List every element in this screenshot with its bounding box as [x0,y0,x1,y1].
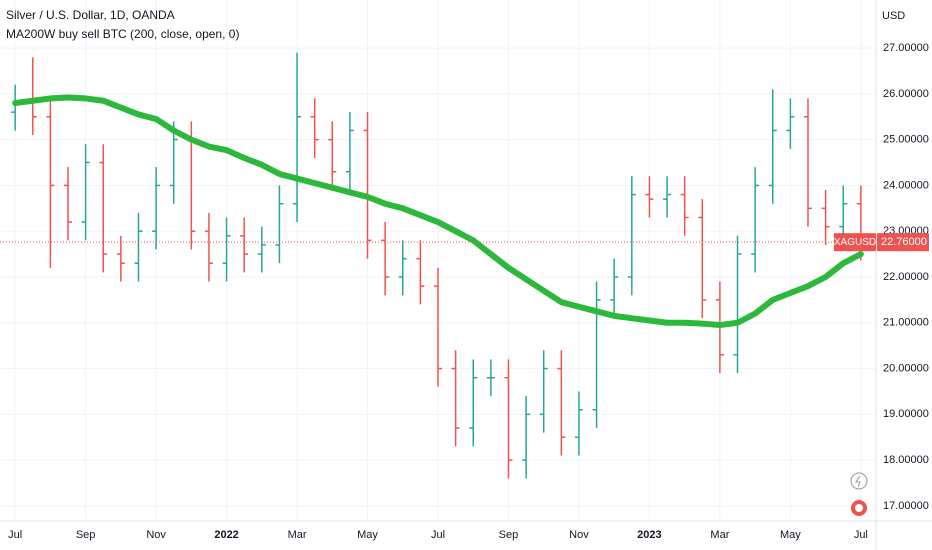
price-bar [222,217,231,282]
x-tick-label: 2023 [637,529,661,541]
price-bar [381,222,390,296]
price-bar [293,52,302,223]
price-bar [610,258,619,319]
price-bar [504,359,513,479]
price-bar [627,176,636,296]
x-tick-label: Sep [76,529,96,541]
price-bar [99,144,108,273]
price-bar [116,235,125,282]
price-bar [46,98,55,268]
alert-icon[interactable] [850,472,868,490]
x-tick-label: Nov [569,529,589,541]
price-bar [698,199,707,319]
indicator-legend: MA200W buy sell BTC (200, close, open, 0… [6,27,239,41]
price-bar [152,167,161,250]
symbol-label: XAGUSD [834,237,876,248]
price-bar [768,89,777,204]
price-bar [134,212,143,282]
last-price-label: 22.76000 [881,236,927,248]
alert-icon-bolt [855,475,861,488]
x-tick-label: 2022 [214,529,238,541]
x-tick-label: Mar [710,529,729,541]
price-bar [574,391,583,456]
price-bar [204,212,213,282]
price-bar [663,176,672,218]
price-bar [64,167,73,241]
x-tick-label: Sep [499,529,519,541]
last-price-tag [877,233,929,252]
y-tick-label: 18.00000 [883,454,929,466]
x-tick-label: Jul [8,529,22,541]
symbol-tag [834,233,876,252]
x-tick-label: Nov [146,529,166,541]
price-bar [469,359,478,447]
plot-area [0,0,876,521]
price-bar [821,189,830,245]
price-bar [398,240,407,296]
price-bar [522,396,531,479]
price-bar [310,98,319,158]
price-bar [557,350,566,456]
price-bar [240,217,249,273]
x-tick-label: Mar [288,529,307,541]
price-bar [751,167,760,273]
price-bar [328,121,337,190]
price-bar [786,98,795,149]
news-icon-inner [855,504,863,512]
price-bar [733,235,742,374]
price-bar [539,350,548,433]
price-bar [345,112,354,190]
x-tick-label: Jul [431,529,445,541]
x-tick-label: May [780,529,801,541]
y-tick-label: 24.00000 [883,179,929,191]
price-bar [451,350,460,447]
price-bar [680,176,689,236]
x-tick-label: May [357,529,378,541]
currency-label: USD [882,10,905,22]
y-tick-label: 25.00000 [883,134,929,146]
price-bar [169,121,178,204]
price-bar [434,267,442,387]
y-tick-label: 17.00000 [883,500,929,512]
y-tick-label: 19.00000 [883,408,929,420]
price-bar [363,112,372,259]
price-bar [803,98,812,227]
y-tick-label: 26.00000 [883,88,929,100]
y-tick-label: 22.00000 [883,271,929,283]
price-bar [416,240,425,305]
x-tick-label: Jul [854,529,868,541]
price-bar [81,144,90,241]
y-tick-label: 20.00000 [883,362,929,374]
ma-line [12,94,864,329]
price-bar [486,359,495,397]
price-bar [645,176,654,218]
price-bar [592,281,601,429]
y-tick-label: 27.00000 [883,42,929,54]
chart-title: Silver / U.S. Dollar, 1D, OANDA [6,8,175,22]
price-bar [257,226,266,273]
price-bar [275,185,284,264]
y-tick-label: 21.00000 [883,317,929,329]
